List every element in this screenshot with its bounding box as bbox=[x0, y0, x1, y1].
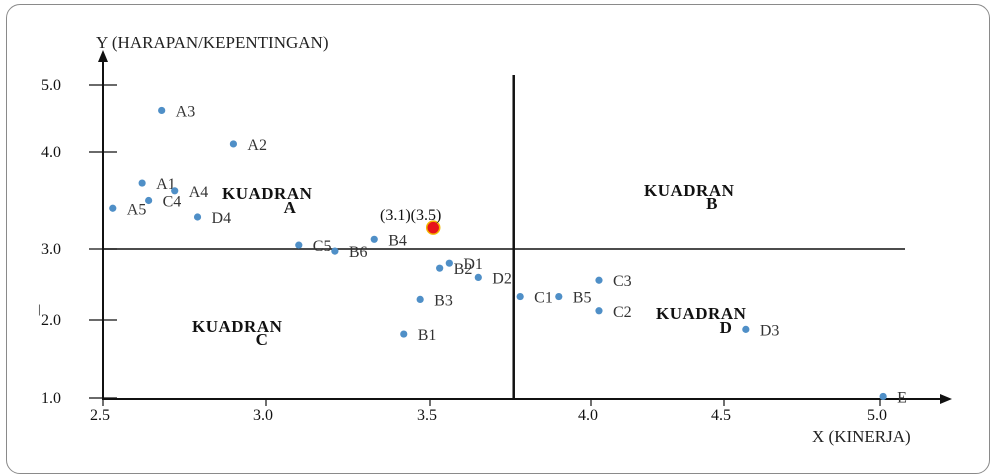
y-axis-label: Y (HARAPAN/KEPENTINGAN) bbox=[96, 33, 329, 52]
data-point-label: B4 bbox=[388, 232, 407, 249]
data-point-label: D2 bbox=[492, 270, 512, 287]
ticks: 1.0 2.0 3.0 4.0 5.0 2.5 3.0 3.5 4.0 4.5 5.0 bbox=[41, 77, 887, 424]
mean-point-label: (3.1)(3.5) bbox=[380, 207, 441, 224]
data-point bbox=[400, 330, 408, 338]
quadrant-title: KUADRAN bbox=[222, 184, 313, 203]
data-point bbox=[445, 259, 453, 267]
y-tick-label: 4.0 bbox=[41, 144, 61, 161]
y-tick-label: 2.0 bbox=[41, 312, 61, 329]
data-point-label: C2 bbox=[613, 304, 632, 321]
data-point bbox=[370, 235, 378, 243]
y-tick-label: 1.0 bbox=[41, 390, 61, 407]
data-point bbox=[193, 213, 202, 221]
data-point bbox=[158, 106, 166, 115]
data-point bbox=[138, 179, 146, 187]
x-tick-label: 3.0 bbox=[253, 407, 273, 424]
data-point-label: B2 bbox=[454, 261, 473, 278]
x-tick-label: 3.5 bbox=[417, 407, 437, 424]
data-point bbox=[109, 204, 117, 212]
data-point bbox=[436, 264, 444, 272]
data-point-label: E bbox=[897, 389, 907, 406]
data-point-label: C5 bbox=[313, 238, 332, 255]
x-axis-arrow bbox=[940, 394, 952, 404]
data-point-label: A1 bbox=[156, 176, 176, 193]
data-point bbox=[171, 187, 179, 195]
x-tick-label: 4.5 bbox=[711, 407, 731, 424]
data-point-label: D3 bbox=[760, 322, 780, 339]
data-point bbox=[595, 276, 603, 284]
stray-mark: | bbox=[38, 301, 41, 316]
data-point-label: C3 bbox=[613, 273, 632, 290]
quadrant-letter: A bbox=[284, 198, 297, 217]
quadrant-letter: C bbox=[256, 330, 269, 349]
data-point-label: A4 bbox=[189, 184, 209, 201]
data-point bbox=[742, 325, 750, 333]
x-tick-label: 4.0 bbox=[578, 407, 598, 424]
data-point bbox=[229, 140, 237, 148]
data-point bbox=[474, 273, 482, 281]
data-point bbox=[595, 307, 603, 315]
y-tick-label: 3.0 bbox=[41, 241, 61, 258]
data-point-label: B5 bbox=[573, 290, 592, 307]
mean-point bbox=[425, 220, 441, 235]
quadrant-title: KUADRAN bbox=[192, 317, 283, 336]
data-point-label: B1 bbox=[418, 327, 437, 344]
data-point-label: A5 bbox=[127, 201, 147, 218]
data-point bbox=[295, 241, 303, 249]
data-point-label: B6 bbox=[349, 244, 368, 261]
quadrant-letter: B bbox=[706, 194, 718, 213]
x-tick-label: 2.5 bbox=[90, 407, 110, 424]
data-point-label: B3 bbox=[434, 292, 453, 309]
data-point bbox=[145, 196, 153, 205]
quadrant-title: KUADRAN bbox=[656, 304, 747, 323]
data-point bbox=[331, 247, 339, 255]
data-point-label: C1 bbox=[534, 290, 553, 307]
data-point-label: A2 bbox=[247, 137, 267, 154]
quadrant-title: KUADRAN bbox=[644, 181, 735, 200]
quadrant-letter: D bbox=[720, 318, 733, 337]
y-tick-label: 5.0 bbox=[41, 77, 61, 94]
y-axis-arrow bbox=[98, 50, 108, 62]
data-point-label: C4 bbox=[163, 194, 182, 211]
data-point-label: D1 bbox=[463, 256, 483, 273]
data-point-label: D4 bbox=[212, 210, 232, 227]
data-point bbox=[516, 292, 524, 301]
x-axis-label: X (KINERJA) bbox=[812, 427, 911, 446]
axes bbox=[98, 50, 952, 404]
data-point bbox=[555, 292, 563, 301]
data-point bbox=[879, 392, 887, 401]
data-point bbox=[416, 295, 424, 304]
data-point-label: A3 bbox=[176, 103, 196, 120]
x-tick-label: 5.0 bbox=[867, 407, 887, 424]
